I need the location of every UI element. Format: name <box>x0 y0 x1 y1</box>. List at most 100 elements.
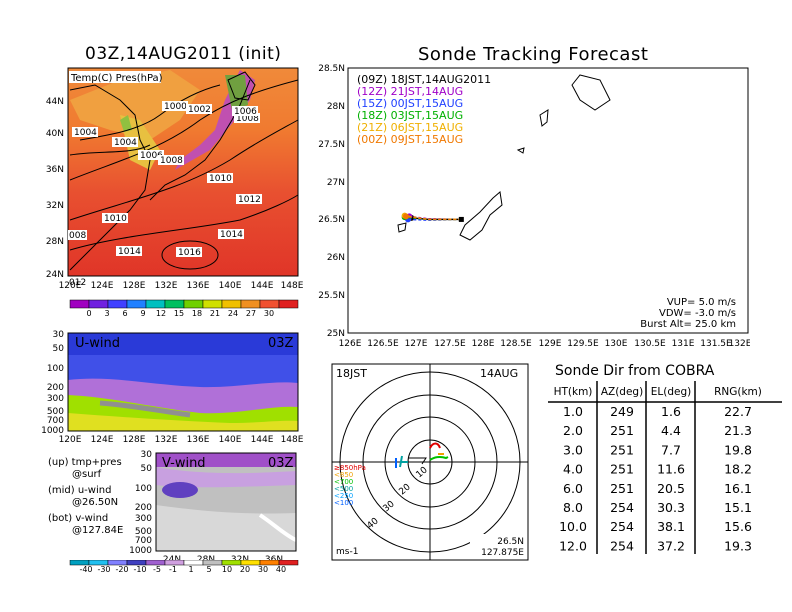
lat-tick: 26.5N <box>318 215 345 225</box>
colorbar-tick: 20 <box>240 565 250 574</box>
pres-legend-100: <100 <box>334 499 353 507</box>
colorbar-tick: 12 <box>156 309 166 318</box>
colorbar-tick: 30 <box>264 309 274 318</box>
colorbar-swatch <box>278 299 299 309</box>
polar-lon: 127.875E <box>481 548 524 558</box>
tracking-lon-ticks: 126E 126.5E 127E 127.5E 128E 128.5E 129E… <box>339 339 750 349</box>
notes: (up) tmp+pres @surf (mid) u-wind @26.50N (… <box>48 457 123 537</box>
hodograph-500 <box>399 455 408 468</box>
sonde-tracks <box>401 212 464 223</box>
table-cell: 2.0 <box>563 423 583 438</box>
legend-entry-18z: (18Z) 03JST,15AUG <box>357 109 463 122</box>
lon-tick: 126.5E <box>367 339 399 349</box>
table-cell: 37.2 <box>657 538 685 553</box>
colorbar-swatch <box>164 299 185 309</box>
temp-map-title: 03Z,14AUG2011 (init) <box>85 44 282 64</box>
isobar <box>69 119 299 221</box>
table-cell: 19.8 <box>724 442 752 457</box>
cobra-headers: HT(km) AZ(deg) EL(deg) RNG(km) <box>554 386 762 398</box>
isobar-label: 1008 <box>236 114 259 124</box>
colorbar-tick: 15 <box>174 309 184 318</box>
hokkaido-region <box>225 75 248 110</box>
lon-tick: 132E <box>155 435 178 445</box>
colorbar-tick: 40 <box>276 565 286 574</box>
vup-info: VUP= 5.0 m/s <box>667 297 736 308</box>
pres-legend-700: <700 <box>334 478 353 486</box>
col-header-el: EL(deg) <box>651 386 691 398</box>
lon-tick: 127E <box>405 339 428 349</box>
lon-tick: 144E <box>251 281 274 291</box>
tracking-title: Sonde Tracking Forecast <box>418 44 649 65</box>
isobar-label: 1004 <box>74 128 97 138</box>
island <box>397 222 407 233</box>
colorbar-tick: 0 <box>86 309 91 318</box>
colorbar-tick: 27 <box>246 309 256 318</box>
lon-tick: 148E <box>281 435 304 445</box>
lat-tick: 24N <box>46 270 64 280</box>
table-cell: 12.0 <box>559 538 587 553</box>
colorbar-tick: 10 <box>222 565 232 574</box>
colorbar-tick: -5 <box>153 565 161 574</box>
colorbar-swatch <box>202 299 223 309</box>
lat-tick: 28.5N <box>318 64 345 74</box>
track-line <box>405 215 462 221</box>
pres-legend-850plus: ≥850hPa <box>334 464 366 472</box>
temp-colorbar <box>69 299 299 309</box>
hodograph-mid <box>429 455 449 461</box>
tracking-map: (09Z) 18JST,14AUG2011 (12Z) 21JST,14AUG … <box>318 64 750 349</box>
colorbar-swatch <box>221 299 242 309</box>
u-wind-pres-ticks: 30 50 100 200 300 500 700 1000 <box>41 330 64 436</box>
burst-point <box>403 213 409 220</box>
lon-tick: 128E <box>123 281 146 291</box>
v-wind-label: V-wind <box>162 456 206 471</box>
table-cell: 38.1 <box>657 519 685 534</box>
colorbar-tick: 1 <box>188 565 193 574</box>
pres-tick: 700 <box>47 416 64 426</box>
legend-entry-12z: (12Z) 21JST,14AUG <box>357 85 463 98</box>
col-header-rng: RNG(km) <box>714 386 762 398</box>
pres-tick: 100 <box>135 484 152 494</box>
lon-tick: 148E <box>281 281 304 291</box>
cobra-rows: 1.0 249 1.6 22.7 2.0 251 4.4 21.3 3.0 251 7.7 19.8 4… <box>559 404 752 553</box>
isobar-label: 1002 <box>188 105 211 115</box>
table-cell: 1.6 <box>661 404 681 419</box>
table-cell: 21.3 <box>724 423 752 438</box>
colorbar-swatch <box>278 560 299 566</box>
isobar-label: 1012 <box>238 195 261 205</box>
lon-tick: 131.5E <box>700 339 732 349</box>
pres-tick: 1000 <box>41 426 64 436</box>
table-cell: 19.3 <box>724 538 752 553</box>
table-cell: 4.0 <box>563 462 583 477</box>
lat-tick: 28N <box>46 237 64 247</box>
pres-tick: 30 <box>53 330 65 340</box>
colorbar-tick: 21 <box>210 309 220 318</box>
table-cell: 18.2 <box>724 462 752 477</box>
pres-tick: 200 <box>135 503 152 513</box>
isobar-label: 1006 <box>140 151 163 161</box>
island <box>516 147 525 154</box>
pressure-legend: ≥850hPa <850 <700 <500 <250 <100 <box>334 464 366 507</box>
lon-tick: 120E <box>59 435 82 445</box>
lon-tick: 136E <box>187 281 210 291</box>
lon-tick: 128.5E <box>500 339 532 349</box>
isobar <box>79 84 221 141</box>
colorbar-tick: -30 <box>97 565 110 574</box>
table-cell: 254 <box>610 538 634 553</box>
lat-tick: 44N <box>46 97 64 107</box>
colorbar-swatch <box>88 299 109 309</box>
table-cell: 254 <box>610 519 634 534</box>
amami-island <box>571 74 611 111</box>
table-cell: 10.0 <box>559 519 587 534</box>
korea-region <box>120 115 132 132</box>
note-surface: (up) tmp+pres @surf <box>48 457 122 480</box>
lon-tick: 140E <box>219 435 242 445</box>
polar-time-label: 18JST <box>336 367 367 380</box>
table-cell: 30.3 <box>657 500 685 515</box>
colorbar-tick: -10 <box>133 565 146 574</box>
table-cell: 7.7 <box>661 442 681 457</box>
isobar <box>69 79 299 181</box>
pres-tick: 300 <box>135 514 152 524</box>
colorbar-tick: 6 <box>122 309 127 318</box>
v-wind-time: 03Z <box>268 456 294 471</box>
isobar-label: 1014 <box>118 247 141 257</box>
